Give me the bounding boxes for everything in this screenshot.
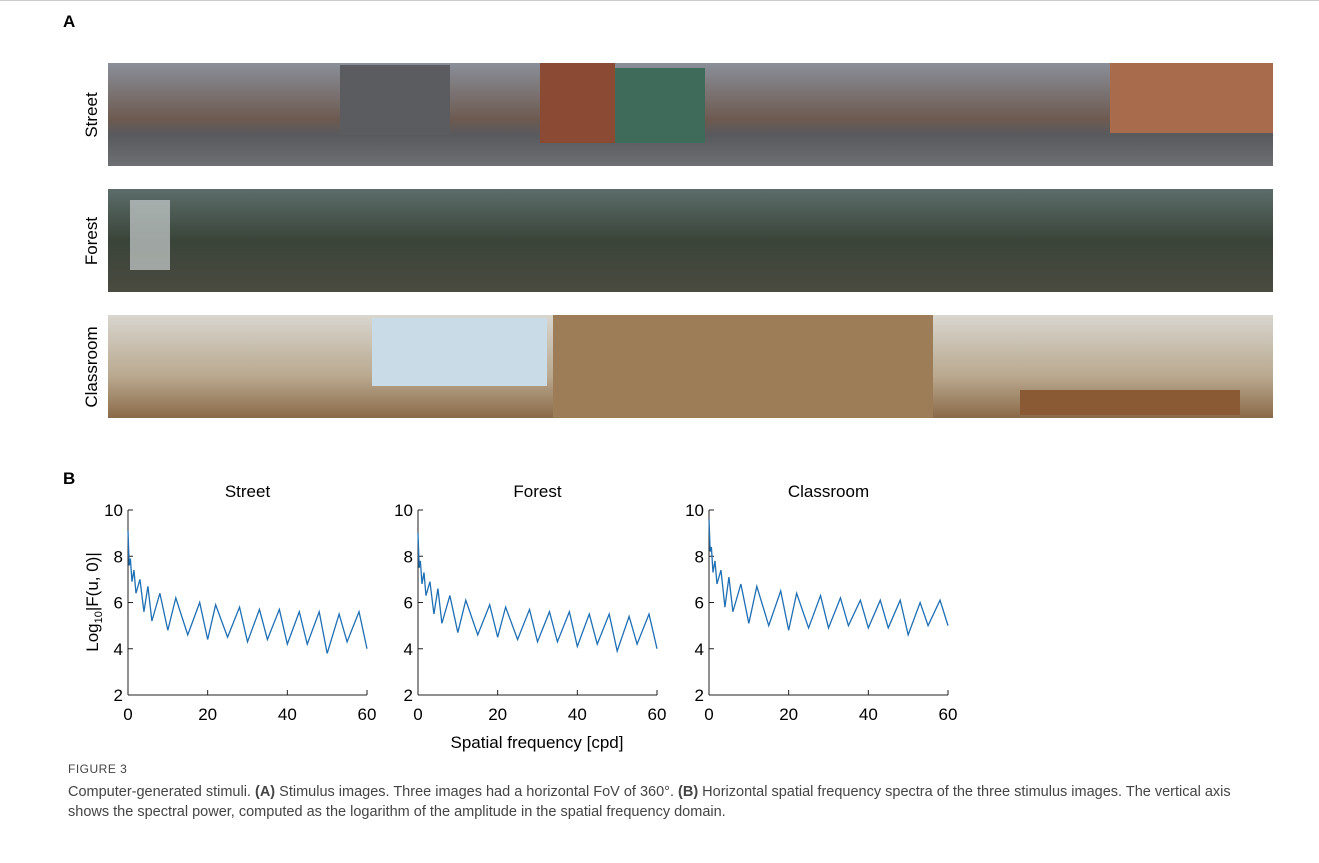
- x-tick-label: 0: [123, 705, 132, 724]
- x-tick-label: 40: [859, 705, 878, 724]
- spectrum-line: [709, 519, 948, 635]
- chart-title: Classroom: [788, 482, 869, 501]
- image-label: Classroom: [82, 326, 101, 407]
- y-tick-label: 8: [404, 547, 413, 566]
- y-tick-label: 4: [114, 640, 123, 659]
- x-tick-label: 0: [413, 705, 422, 724]
- spectrum-line: [418, 533, 657, 651]
- figure: A Street Forest Classroom B Log10|F(u, 0…: [0, 0, 1319, 760]
- x-tick-label: 60: [648, 705, 667, 724]
- y-axis-label: Log10|F(u, 0)|: [83, 552, 105, 652]
- image-label: Forest: [82, 217, 101, 265]
- y-tick-label: 2: [404, 686, 413, 705]
- y-tick-label: 10: [685, 501, 704, 520]
- image-detail: [615, 68, 705, 143]
- caption: FIGURE 3 Computer-generated stimuli. (A)…: [68, 762, 1268, 822]
- y-tick-label: 6: [695, 594, 704, 613]
- figure-number: FIGURE 3: [68, 762, 1268, 776]
- y-tick-label: 4: [404, 640, 413, 659]
- x-tick-label: 40: [278, 705, 297, 724]
- image-label: Street: [82, 92, 101, 138]
- y-tick-label: 8: [695, 547, 704, 566]
- y-tick-label: 10: [394, 501, 413, 520]
- caption-part: Stimulus images. Three images had a hori…: [275, 784, 678, 800]
- y-tick-label: 4: [695, 640, 704, 659]
- caption-label: (A): [255, 784, 275, 800]
- y-tick-label: 2: [695, 686, 704, 705]
- image-detail: [372, 318, 547, 386]
- x-tick-label: 60: [358, 705, 377, 724]
- caption-label: (B): [678, 784, 698, 800]
- image-detail: [130, 200, 170, 270]
- y-tick-label: 6: [404, 594, 413, 613]
- forest-image: [108, 189, 1273, 292]
- page: { "panel_a": {"label": "A", "images": ["…: [0, 0, 1319, 863]
- chart-title: Forest: [513, 482, 561, 501]
- panel-label: A: [63, 12, 75, 31]
- y-tick-label: 6: [114, 594, 123, 613]
- y-tick-label: 10: [104, 501, 123, 520]
- caption-text: Computer-generated stimuli. (A) Stimulus…: [68, 782, 1268, 822]
- image-detail: [1110, 63, 1273, 133]
- x-axis-label: Spatial frequency [cpd]: [451, 733, 624, 752]
- image-detail: [553, 315, 933, 418]
- image-detail: [540, 63, 615, 143]
- x-tick-label: 20: [779, 705, 798, 724]
- x-tick-label: 60: [939, 705, 958, 724]
- x-tick-label: 20: [488, 705, 507, 724]
- x-tick-label: 40: [568, 705, 587, 724]
- y-tick-label: 2: [114, 686, 123, 705]
- image-detail: [1020, 390, 1240, 415]
- spectrum-line: [128, 531, 367, 654]
- caption-intro: Computer-generated stimuli.: [68, 784, 255, 800]
- image-detail: [340, 65, 450, 135]
- x-tick-label: 20: [198, 705, 217, 724]
- panel-label: B: [63, 469, 75, 488]
- chart-title: Street: [225, 482, 271, 501]
- y-tick-label: 8: [114, 547, 123, 566]
- x-tick-label: 0: [704, 705, 713, 724]
